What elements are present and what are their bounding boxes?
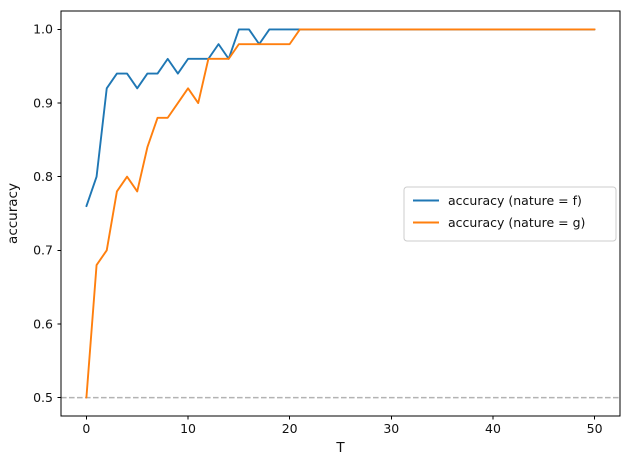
y-tick-label: 0.8 [33, 169, 53, 184]
legend-box [403, 186, 617, 242]
x-axis-label: T [335, 440, 345, 456]
legend-entry-label: accuracy (nature = g) [448, 215, 585, 230]
legend-entry-label: accuracy (nature = f) [448, 193, 582, 208]
y-tick-label: 0.6 [33, 316, 53, 331]
x-tick-label: 40 [485, 421, 501, 436]
y-axis: 0.5 0.6 0.7 0.8 0.9 1.0 [33, 22, 61, 405]
x-tick-label: 10 [180, 421, 196, 436]
x-tick-label: 20 [282, 421, 298, 436]
legend: accuracy (nature = f) accuracy (nature = … [403, 186, 617, 242]
x-tick-label: 30 [383, 421, 399, 436]
y-axis-label: accuracy [5, 183, 21, 244]
y-tick-label: 0.7 [33, 243, 53, 258]
x-axis: 0 10 20 30 40 50 [82, 416, 603, 436]
series-line-nature-g [85, 28, 596, 399]
y-tick-label: 1.0 [33, 22, 53, 37]
y-tick-label: 0.9 [33, 95, 53, 110]
y-tick-label: 0.5 [33, 390, 53, 405]
plot-border [60, 10, 621, 417]
x-tick-label: 50 [587, 421, 603, 436]
x-tick-label: 0 [82, 421, 90, 436]
